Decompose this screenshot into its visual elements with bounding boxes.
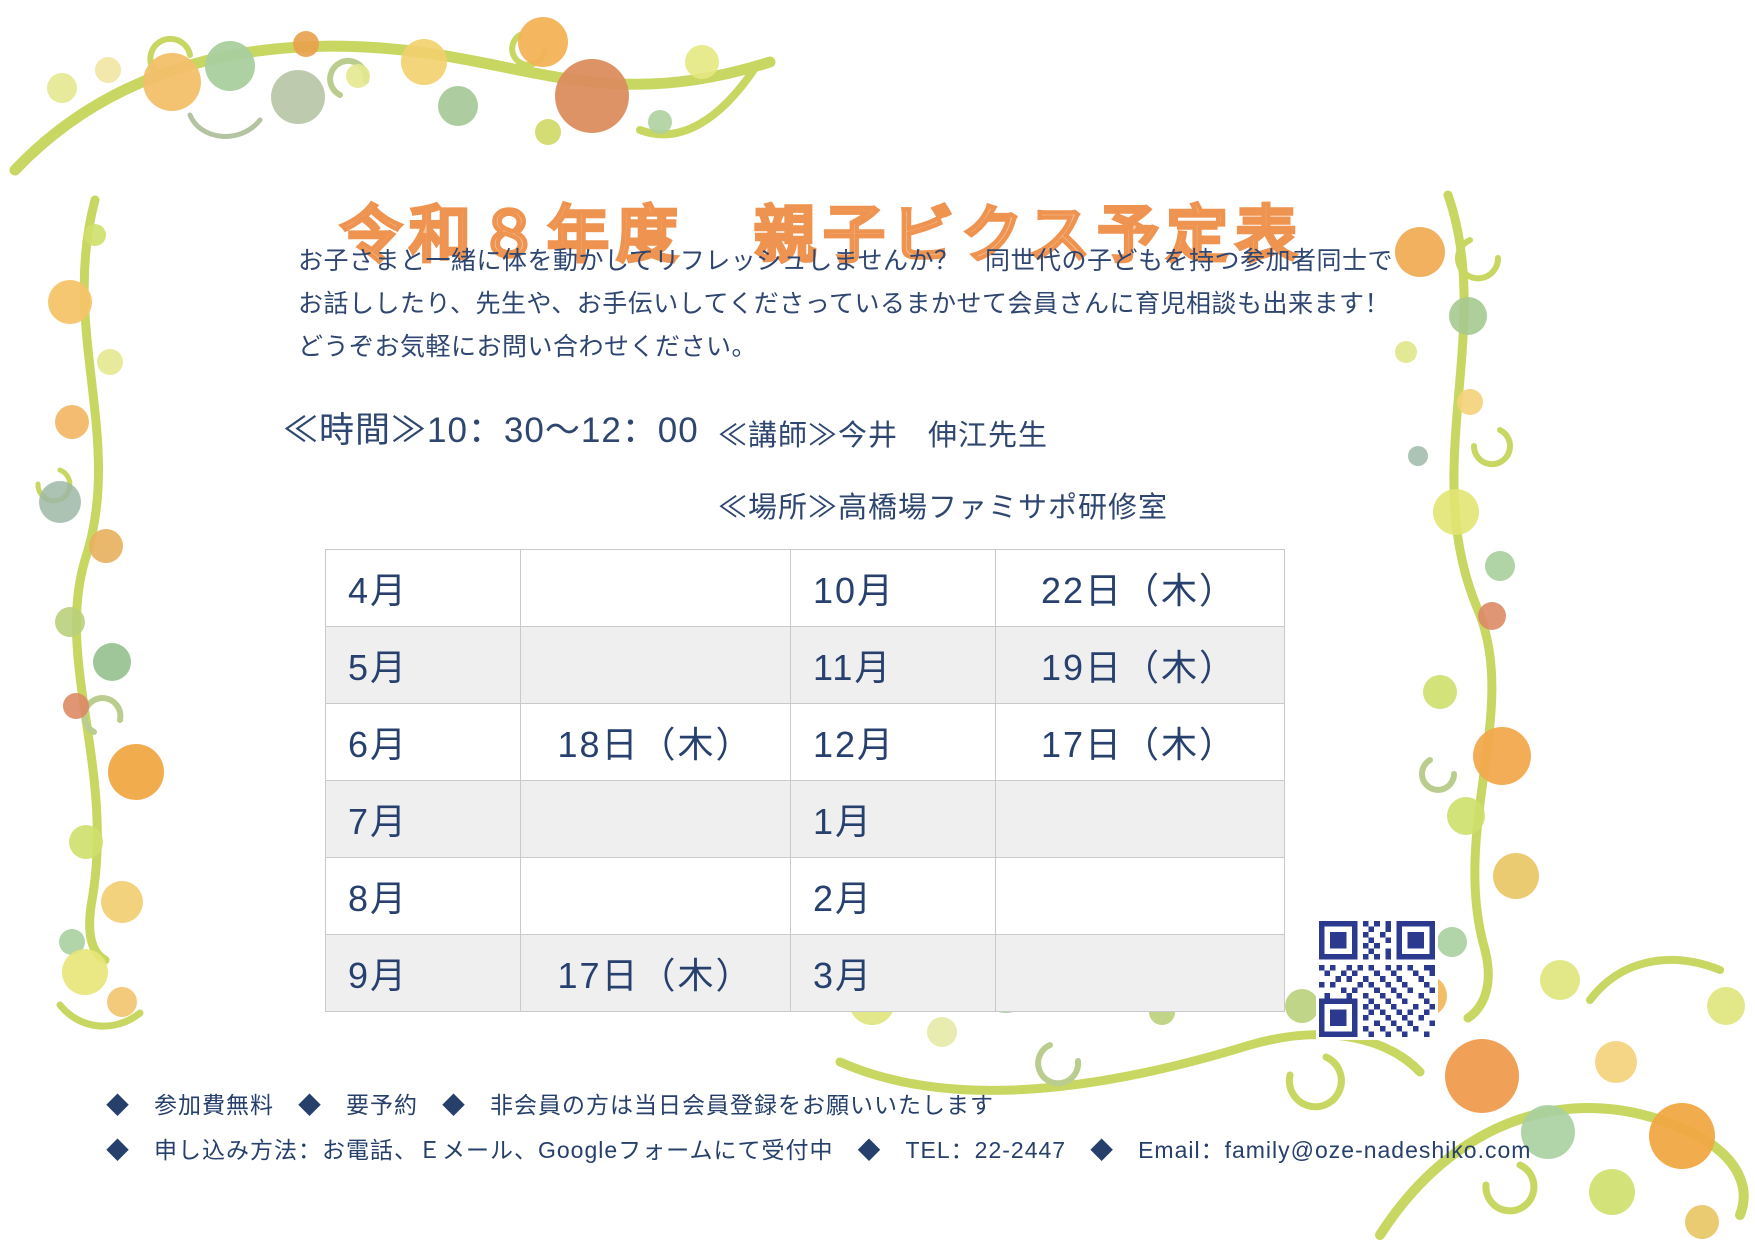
table-cell-date: 22日（木）: [1040, 570, 1238, 611]
table-cell-month: 7月: [326, 781, 521, 857]
table-cell-month: 11月: [791, 627, 996, 703]
top-left-blobs: [47, 17, 719, 145]
table-row: 7月 1月: [326, 780, 1284, 857]
table-cell-date: [521, 858, 791, 934]
table-cell-date: [996, 935, 1282, 1011]
table-cell-month: 5月: [326, 627, 521, 703]
intro-text: お子さまと一緒に体を動かしてリフレッシュしませんか？ 同世代の子どもを持つ参加者…: [298, 240, 1393, 369]
page-title: 令和８年度 親子ビクス予定表: [339, 199, 1305, 271]
table-cell-date: [521, 781, 791, 857]
left-blobs: [39, 224, 164, 955]
intro-line: お子さまと一緒に体を動かしてリフレッシュしませんか？ 同世代の子どもを持つ参加者…: [298, 247, 1394, 275]
right-garland: [1419, 190, 1513, 1023]
table-cell-month: 6月: [326, 704, 521, 780]
bottom-garland: [56, 956, 1749, 1240]
table-row: 6月 18日（木） 12月 17日（木）: [326, 703, 1284, 780]
footer-info-line: ◆ 参加費無料 ◆ 要予約 ◆ 非会員の方は当日会員登録をお願いいたします: [106, 1092, 994, 1118]
table-cell-month: 1月: [791, 781, 996, 857]
instructor-info: ≪講師≫今井 伸江先生: [718, 420, 1049, 452]
table-cell-month: 2月: [791, 858, 996, 934]
table-cell-month: 10月: [791, 550, 996, 626]
table-cell-month: 3月: [791, 935, 996, 1011]
footer-contact-line: ◆ 申し込み方法：お電話、Ｅメール、Googleフォームにて受付中 ◆ TEL：…: [106, 1137, 1532, 1163]
table-cell-date: [996, 781, 1282, 857]
table-cell-month: 12月: [791, 704, 996, 780]
table-cell-date: 18日（木）: [521, 704, 791, 780]
table-row: 4月 10月 22日（木）: [326, 550, 1284, 626]
table-cell-date: 17日（木）: [1040, 724, 1238, 765]
table-cell-month: 9月: [326, 935, 521, 1011]
time-info: ≪時間≫10：30～12：00: [283, 411, 699, 450]
table-row: 5月 11月 19日（木）: [326, 626, 1284, 703]
intro-line: お話ししたり、先生や、お手伝いしてくださっているまかせて会員さんに育児相談も出来…: [298, 290, 1391, 318]
schedule-table: 4月 10月 22日（木） 5月 11月 19日（木） 6月 18日（木） 12…: [325, 549, 1285, 1012]
qr-code-icon: [1316, 918, 1438, 1040]
table-cell-date: 17日（木）: [521, 935, 791, 1011]
table-cell-date: [521, 627, 791, 703]
table-cell-date: 19日（木）: [1040, 647, 1238, 688]
right-blobs: [1395, 227, 1539, 1017]
table-cell-month: 4月: [326, 550, 521, 626]
intro-line: どうぞお気軽にお問い合わせください。: [298, 333, 758, 361]
table-row: 8月 2月: [326, 857, 1284, 934]
table-row: 9月 17日（木） 3月: [326, 934, 1284, 1011]
place-info: ≪場所≫高橋場ファミサポ研修室: [718, 492, 1169, 524]
table-cell-date: [996, 858, 1282, 934]
table-cell-date: [521, 550, 791, 626]
table-cell-month: 8月: [326, 858, 521, 934]
